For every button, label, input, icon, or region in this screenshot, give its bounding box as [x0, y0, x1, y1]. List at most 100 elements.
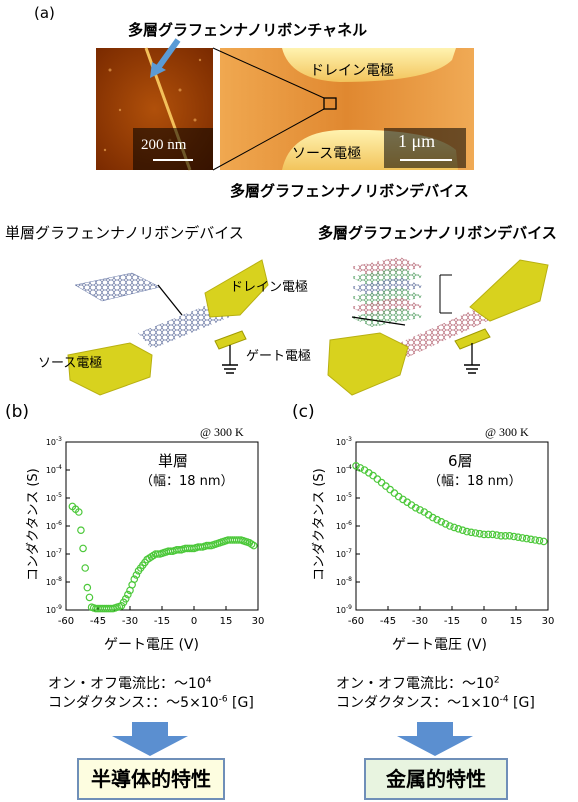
data-point — [488, 530, 497, 539]
data-point — [475, 529, 484, 538]
data-point — [433, 515, 441, 524]
afm-image — [96, 38, 474, 171]
data-point — [416, 506, 424, 514]
y-tick-label: 10-6 — [336, 520, 352, 531]
data-point — [522, 534, 531, 543]
source-label-afm: ソース電極 — [292, 146, 362, 162]
data-point — [510, 532, 518, 541]
y-tick-label: 10-6 — [46, 520, 62, 531]
device-schematics — [67, 257, 549, 396]
y-tick-label: 10-7 — [46, 548, 62, 559]
y-tick-label: 10-3 — [46, 436, 62, 447]
single-layer-title: 単層グラフェンナノリボンデバイス — [5, 224, 244, 242]
panel-b-width: （幅：18 nm） — [140, 474, 234, 489]
data-point — [463, 527, 471, 536]
chart-b: -60 -45 -30 -15 0 15 30 10-9 10-8 10-7 10-6 10-5 10-… — [46, 436, 265, 627]
channel-label: 多層グラフェンナノリボンチャネル — [128, 21, 368, 39]
panel-b-label: (b) — [5, 402, 30, 422]
x-tick-label: -45 — [90, 616, 106, 627]
chart-c-ylabel: コンダクタンス (S) — [312, 468, 327, 581]
x-tick-label: -15 — [154, 616, 170, 627]
data-point — [480, 530, 488, 539]
data-point — [373, 475, 382, 483]
chart-c: -60 -45 -30 -15 0 15 30 10-9 10-8 10-7 10-6 10-5 10-… — [336, 436, 555, 627]
data-point — [75, 508, 83, 516]
y-tick-label: 10-8 — [336, 576, 352, 587]
x-tick-label: -60 — [58, 616, 74, 627]
data-point — [535, 536, 544, 545]
data-point — [441, 520, 450, 528]
panel-a-label: (a) — [34, 4, 55, 22]
data-point — [77, 526, 85, 535]
data-point — [429, 513, 437, 522]
data-point — [458, 526, 467, 535]
scale-bar-200nm: 200 nm — [141, 137, 187, 153]
data-point — [130, 575, 139, 584]
data-point — [446, 522, 454, 530]
data-point — [437, 518, 446, 526]
y-tick-label: 10-5 — [46, 492, 62, 503]
panel-c-ratio: オン・オフ電流比：～102 — [336, 675, 500, 692]
data-point — [501, 532, 510, 540]
data-point — [539, 537, 548, 546]
x-tick-label: 0 — [481, 616, 487, 627]
y-tick-label: 10-7 — [336, 548, 352, 559]
data-point — [411, 504, 420, 512]
x-tick-label: -30 — [122, 616, 138, 627]
data-point — [377, 478, 386, 487]
chart-b-xlabel: ゲート電圧 (V) — [104, 637, 199, 653]
data-point — [505, 532, 514, 540]
panel-c-label: (c) — [292, 402, 315, 422]
scale-bar-1um: 1 μm — [398, 131, 436, 151]
data-point — [85, 593, 94, 602]
data-point — [124, 590, 132, 599]
y-tick-label: 10-3 — [336, 436, 352, 447]
y-tick-label: 10-9 — [46, 604, 62, 615]
device-caption: 多層グラフェンナノリボンデバイス — [230, 182, 469, 200]
x-tick-label: -60 — [348, 616, 364, 627]
result-semiconducting: 半導体的特性 — [77, 758, 225, 800]
x-tick-label: 30 — [542, 616, 555, 627]
arrow-down-icon — [397, 722, 473, 756]
data-point — [531, 536, 540, 544]
data-point — [121, 595, 130, 603]
result-metallic: 金属的特性 — [364, 758, 508, 800]
data-point — [484, 530, 493, 539]
data-point — [497, 532, 505, 540]
y-tick-label: 10-8 — [46, 576, 62, 587]
y-tick-label: 10-4 — [46, 464, 62, 475]
data-point — [352, 461, 360, 470]
plot-frame — [65, 441, 259, 611]
data-point — [81, 564, 90, 572]
data-point — [518, 534, 527, 542]
data-point — [527, 535, 535, 544]
schematic-drain-label: ドレイン電極 — [230, 280, 309, 295]
x-tick-label: -45 — [380, 616, 396, 627]
data-point — [390, 489, 399, 497]
multi-layer-title: 多層グラフェンナノリボンデバイス — [318, 224, 557, 242]
data-point — [382, 482, 390, 490]
chart-b-ylabel: コンダクタンス (S) — [26, 468, 41, 581]
y-tick-label: 10-9 — [336, 604, 352, 615]
data-point — [356, 464, 365, 472]
panel-b-ratio: オン・オフ電流比：～104 — [48, 675, 212, 692]
data-point — [83, 583, 92, 592]
arrow-down-icon — [112, 722, 188, 756]
panel-c-temp: @ 300 K — [485, 425, 529, 439]
panel-c-conductance: コンダクタンス：～1×10-4 [G] — [336, 694, 535, 711]
x-tick-label: 30 — [252, 616, 265, 627]
y-tick-label: 10-5 — [336, 492, 352, 503]
data-point — [454, 525, 463, 533]
schematic-gate-label: ゲート電極 — [246, 349, 312, 364]
x-tick-label: -30 — [412, 616, 428, 627]
data-point — [493, 531, 501, 539]
panel-b-conductance: コンダクタンス：：～5×10-6 [G] — [48, 694, 254, 711]
data-point — [132, 571, 141, 579]
plot-frame — [355, 441, 549, 611]
data-point — [467, 528, 476, 537]
panel-b-temp: @ 300 K — [200, 425, 244, 439]
chart-c-xlabel: ゲート電圧 (V) — [392, 637, 487, 653]
x-tick-label: 15 — [510, 616, 523, 627]
y-tick-label: 10-4 — [336, 464, 352, 475]
drain-label-afm: ドレイン電極 — [310, 63, 394, 79]
